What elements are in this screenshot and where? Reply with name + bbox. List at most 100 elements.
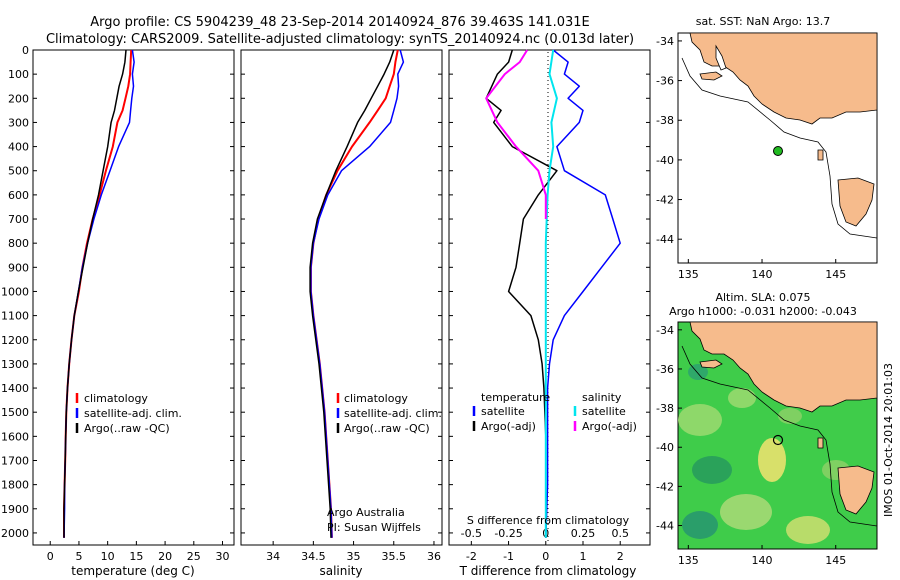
- sst-map-lat-axis: -34 -36 -38 -40 -42 -44: [656, 35, 682, 246]
- temperature-lines: [63, 49, 135, 538]
- king-island: [817, 149, 824, 161]
- difference-legend: temperature satellite Argo(-adj) salinit…: [472, 391, 637, 433]
- lat-tick-label: -36: [656, 363, 674, 376]
- x2-tick-label: 0.5: [611, 527, 629, 540]
- temperature-plot-frame: [32, 49, 235, 546]
- salinity-axis-label: salinity: [319, 564, 362, 578]
- lat-tick-label: -34: [656, 35, 674, 48]
- lon-tick-label: 145: [825, 554, 846, 567]
- temperature-panel: 0 100 200 300 400 500 600 700 800 900 1000 1100 1200…: [1, 44, 235, 578]
- depth-tick-label: 1300: [1, 358, 29, 371]
- depth-tick-label: 100: [8, 68, 29, 81]
- depth-tick-label: 1400: [1, 382, 29, 395]
- float-location-marker: [772, 434, 784, 446]
- depth-tick-label: 500: [8, 165, 29, 178]
- king-island: [817, 437, 824, 449]
- legend-label-satellite: satellite-adj. clim.: [344, 407, 442, 420]
- altimetry-map-title-line1: Altim. SLA: 0.075: [715, 291, 810, 304]
- salinity-lines: [309, 49, 405, 538]
- lon-tick-label: 145: [825, 268, 846, 281]
- depth-tick-label: 800: [8, 237, 29, 250]
- t-difference-axis: -2 -1 0 1 2: [466, 541, 624, 563]
- x-tick-label: 25: [187, 550, 201, 563]
- series-line-argo-raw-qc: [309, 49, 395, 538]
- x-tick-label: 35: [347, 550, 361, 563]
- tasmania: [837, 177, 875, 227]
- mainland-australia: [689, 322, 877, 413]
- lat-tick-label: -36: [656, 75, 674, 88]
- depth-axis: 0 100 200 300 400 500 600 700 800 900 1000 1100 1200…: [1, 44, 29, 540]
- x2-tick-label: -0.5: [461, 527, 482, 540]
- altimetry-map: Altim. SLA: 0.075 Argo h1000: -0.031 h20…: [656, 291, 895, 567]
- difference-plot-frame: [448, 49, 651, 546]
- figure-title-line2: Climatology: CARS2009. Satellite-adjuste…: [46, 32, 634, 47]
- depth-tick-label: 2000: [1, 527, 29, 540]
- depth-tick-label: 900: [8, 261, 29, 274]
- gulf-inlet: [715, 44, 727, 71]
- depth-tick-label: 1100: [1, 310, 29, 323]
- lat-tick-label: -44: [656, 233, 674, 246]
- lat-tick-label: -38: [656, 402, 674, 415]
- float-location-marker: [773, 146, 783, 156]
- legend-label-s-argo: Argo(-adj): [582, 420, 637, 433]
- depth-tick-label: 200: [8, 92, 29, 105]
- x-tick-label: 5: [75, 550, 82, 563]
- depth-tick-label: 1000: [1, 285, 29, 298]
- depth-tick-label: 1500: [1, 406, 29, 419]
- depth-tick-label: 1200: [1, 334, 29, 347]
- legend-label-s-satellite: satellite: [582, 405, 626, 418]
- depth-tick-label: 600: [8, 189, 29, 202]
- imos-date-label: IMOS 01-Oct-2014 20:01:03: [882, 363, 895, 517]
- lon-tick-label: 140: [752, 554, 773, 567]
- x-tick-label: 36: [427, 550, 441, 563]
- lon-tick-label: 135: [678, 268, 699, 281]
- depth-tick-label: 1700: [1, 454, 29, 467]
- depth-tick-label: 1800: [1, 479, 29, 492]
- lat-tick-label: -40: [656, 154, 674, 167]
- x-tick-label: 20: [158, 550, 172, 563]
- kangaroo-island: [699, 71, 723, 81]
- x-tick-label: 0: [47, 550, 54, 563]
- lat-tick-label: -44: [656, 520, 674, 533]
- legend-header-temperature: temperature: [481, 391, 550, 404]
- figure-title-line1: Argo profile: CS 5904239_48 23-Sep-2014 …: [90, 15, 590, 30]
- series-line-satellite: [545, 49, 621, 538]
- x2-tick-label: 0.25: [571, 527, 596, 540]
- x-tick-label: 34.5: [301, 550, 326, 563]
- difference-panel: -2 -1 0 1 2 -0.5 -0.25 0 0.25 0.5 S difference f…: [448, 49, 651, 578]
- legend-label-t-satellite: satellite: [481, 405, 525, 418]
- lat-tick-label: -38: [656, 114, 674, 127]
- x-tick-label: 35.5: [382, 550, 407, 563]
- lat-tick-label: -34: [656, 324, 674, 337]
- x-tick-label: 10: [101, 550, 115, 563]
- depth-tick-label: 700: [8, 213, 29, 226]
- depth-tick-label: 300: [8, 116, 29, 129]
- sst-map: sat. SST: NaN Argo: 13.7 -34 -36 -38 -40 -42…: [656, 15, 878, 281]
- legend-label-t-argo: Argo(-adj): [481, 420, 536, 433]
- shelf-break-contour: [681, 57, 877, 239]
- kangaroo-island: [699, 359, 723, 369]
- series-line-argo-adj: [485, 49, 547, 219]
- lat-tick-label: -42: [656, 194, 674, 207]
- tasmania: [837, 465, 875, 515]
- mainland-australia: [689, 33, 877, 125]
- legend-label-climatology: climatology: [84, 392, 148, 405]
- x-tick-label: 2: [617, 550, 624, 563]
- lon-tick-label: 140: [752, 268, 773, 281]
- sst-map-title: sat. SST: NaN Argo: 13.7: [696, 15, 830, 28]
- salinity-legend: climatology satellite-adj. clim. Argo(..…: [336, 392, 442, 435]
- sst-map-lon-axis: 135 140 145: [678, 259, 846, 281]
- x-tick-label: 15: [129, 550, 143, 563]
- depth-tick-label: 400: [8, 141, 29, 154]
- x-tick-label: -1: [503, 550, 514, 563]
- s-difference-axis: -0.5 -0.25 0 0.25 0.5: [461, 527, 629, 540]
- legend-header-salinity: salinity: [582, 391, 622, 404]
- series-line-satellite: [544, 49, 558, 538]
- t-difference-axis-label: T difference from climatology: [459, 564, 637, 578]
- credit-argo-australia: Argo Australia: [327, 506, 405, 519]
- x-tick-label: 0: [542, 550, 549, 563]
- temperature-legend: climatology satellite-adj. clim. Argo(..…: [75, 392, 182, 435]
- temperature-axis-label: temperature (deg C): [71, 564, 194, 578]
- depth-tick-label: 1600: [1, 430, 29, 443]
